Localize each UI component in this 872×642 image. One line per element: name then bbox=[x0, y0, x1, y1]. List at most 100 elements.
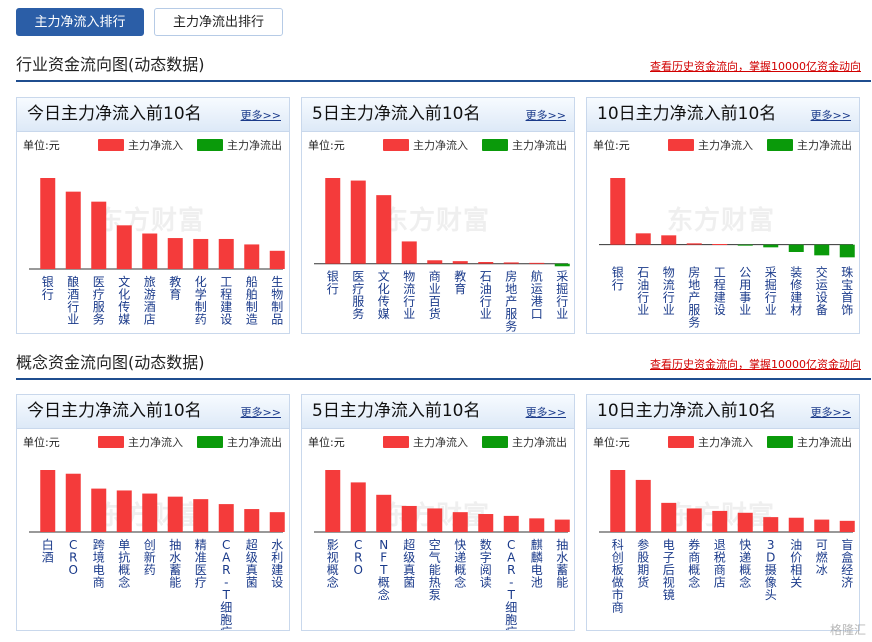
bar[interactable] bbox=[610, 178, 626, 245]
tab-net-outflow-ranking[interactable]: 主力净流出排行 bbox=[154, 8, 283, 36]
bar[interactable] bbox=[116, 490, 132, 532]
bar[interactable] bbox=[554, 519, 570, 532]
category-label: 医疗服务 bbox=[93, 275, 105, 327]
legend-label: 主力净流入 bbox=[128, 139, 183, 152]
bar[interactable] bbox=[427, 260, 443, 264]
bar[interactable] bbox=[218, 238, 234, 269]
watermark-text: 东方财富 bbox=[667, 206, 776, 236]
more-link[interactable]: 更多>> bbox=[240, 406, 281, 419]
bar[interactable] bbox=[686, 508, 702, 532]
bar[interactable] bbox=[325, 470, 341, 532]
bar[interactable] bbox=[839, 244, 855, 258]
category-label: CAR-T细胞疗法 bbox=[220, 538, 232, 630]
bar[interactable] bbox=[763, 244, 779, 248]
bar[interactable] bbox=[167, 238, 183, 269]
category-label: 空气能热泵 bbox=[429, 538, 441, 602]
bar[interactable] bbox=[529, 262, 545, 264]
bar[interactable] bbox=[686, 243, 702, 245]
bar[interactable] bbox=[269, 512, 285, 532]
bar[interactable] bbox=[350, 482, 366, 532]
category-label: 化学制药 bbox=[195, 275, 207, 327]
category-label: 券商概念 bbox=[688, 537, 700, 590]
bar[interactable] bbox=[65, 191, 81, 269]
bar[interactable] bbox=[814, 244, 830, 256]
bar[interactable] bbox=[763, 517, 779, 532]
bar[interactable] bbox=[376, 195, 392, 264]
bar[interactable] bbox=[737, 512, 753, 532]
concept-section-header: 概念资金流向图(动态数据) 查看历史资金流向，掌握10000亿资金动向 bbox=[16, 352, 871, 380]
bar[interactable] bbox=[218, 504, 234, 532]
bar[interactable] bbox=[193, 238, 209, 269]
bar[interactable] bbox=[712, 510, 728, 532]
bar[interactable] bbox=[193, 499, 209, 532]
bar[interactable] bbox=[478, 262, 494, 264]
category-label: 银行 bbox=[42, 275, 54, 302]
bar[interactable] bbox=[661, 235, 677, 245]
panel-header: 5日主力净流入前10名 更多>> bbox=[302, 395, 574, 429]
bar[interactable] bbox=[350, 180, 366, 264]
bar[interactable] bbox=[635, 479, 651, 532]
bar-chart: 银行 酿酒行业 医疗服务 文化传媒 旅游酒店 教育 化学制药 工程建设 船舶制造 生物制品 bbox=[29, 178, 285, 327]
bar[interactable] bbox=[503, 515, 519, 532]
tab-net-inflow-ranking[interactable]: 主力净流入排行 bbox=[16, 8, 144, 36]
category-label: 超级真菌 bbox=[246, 537, 258, 590]
bar[interactable] bbox=[40, 470, 56, 532]
history-flow-link[interactable]: 查看历史资金流向，掌握10000亿资金动向 bbox=[650, 60, 861, 73]
bar[interactable] bbox=[839, 520, 855, 532]
category-label: 快递概念 bbox=[739, 538, 751, 590]
history-flow-link[interactable]: 查看历史资金流向，掌握10000亿资金动向 bbox=[650, 358, 861, 371]
more-link[interactable]: 更多>> bbox=[810, 406, 851, 419]
unit-label: 单位:元 bbox=[593, 436, 630, 449]
bar[interactable] bbox=[116, 225, 132, 269]
category-label: 采掘行业 bbox=[765, 266, 777, 318]
category-label: 科创板做市商 bbox=[612, 538, 624, 615]
bar[interactable] bbox=[529, 518, 545, 532]
bar[interactable] bbox=[478, 514, 494, 532]
bar[interactable] bbox=[269, 250, 285, 269]
bar[interactable] bbox=[91, 488, 107, 532]
bar[interactable] bbox=[376, 494, 392, 532]
bar[interactable] bbox=[814, 519, 830, 532]
bar[interactable] bbox=[244, 244, 260, 269]
more-link[interactable]: 更多>> bbox=[525, 109, 566, 122]
bar[interactable] bbox=[503, 262, 519, 264]
category-label: 水利建设 bbox=[271, 538, 283, 590]
bar[interactable] bbox=[452, 261, 468, 264]
category-label: 房地产服务 bbox=[505, 269, 517, 333]
more-link[interactable]: 更多>> bbox=[525, 406, 566, 419]
bar[interactable] bbox=[142, 493, 158, 532]
bar[interactable] bbox=[554, 263, 570, 267]
bar[interactable] bbox=[65, 473, 81, 532]
bar[interactable] bbox=[712, 244, 728, 245]
bar[interactable] bbox=[788, 517, 804, 532]
bar[interactable] bbox=[737, 244, 753, 246]
unit-label: 单位:元 bbox=[308, 436, 345, 449]
watermark-text: 东方财富 bbox=[97, 206, 206, 236]
bar[interactable] bbox=[661, 502, 677, 532]
flow-panel-1-1: 5日主力净流入前10名 更多>> 单位:元 主力净流入 主力净流出 东方财富 影… bbox=[301, 394, 575, 631]
more-link[interactable]: 更多>> bbox=[240, 109, 281, 122]
bar[interactable] bbox=[91, 201, 107, 269]
legend-label: 主力净流出 bbox=[512, 436, 567, 449]
bar[interactable] bbox=[244, 509, 260, 532]
bar[interactable] bbox=[427, 508, 443, 532]
bar[interactable] bbox=[610, 470, 626, 532]
bar-chart: 白酒 CRO 跨境电商 单抗概念 创新药 抽水蓄能 精准医疗 CAR-T细胞疗法 超级真菌 水利建… bbox=[29, 470, 285, 630]
category-label: 创新药 bbox=[144, 538, 156, 577]
legend-outflow: 主力净流出 bbox=[197, 434, 282, 450]
bar[interactable] bbox=[325, 178, 341, 264]
legend-label: 主力净流入 bbox=[413, 139, 468, 152]
bar[interactable] bbox=[635, 233, 651, 245]
bar[interactable] bbox=[401, 505, 417, 532]
flow-panel-0-0: 今日主力净流入前10名 更多>> 单位:元 主力净流入 主力净流出 东方财富 银… bbox=[16, 97, 290, 334]
bar[interactable] bbox=[401, 241, 417, 264]
bar[interactable] bbox=[452, 512, 468, 532]
more-link[interactable]: 更多>> bbox=[810, 109, 851, 122]
bar[interactable] bbox=[788, 244, 804, 252]
category-label: 医疗服务 bbox=[352, 270, 364, 322]
bar[interactable] bbox=[167, 496, 183, 532]
bar[interactable] bbox=[142, 233, 158, 269]
bar[interactable] bbox=[40, 178, 56, 269]
